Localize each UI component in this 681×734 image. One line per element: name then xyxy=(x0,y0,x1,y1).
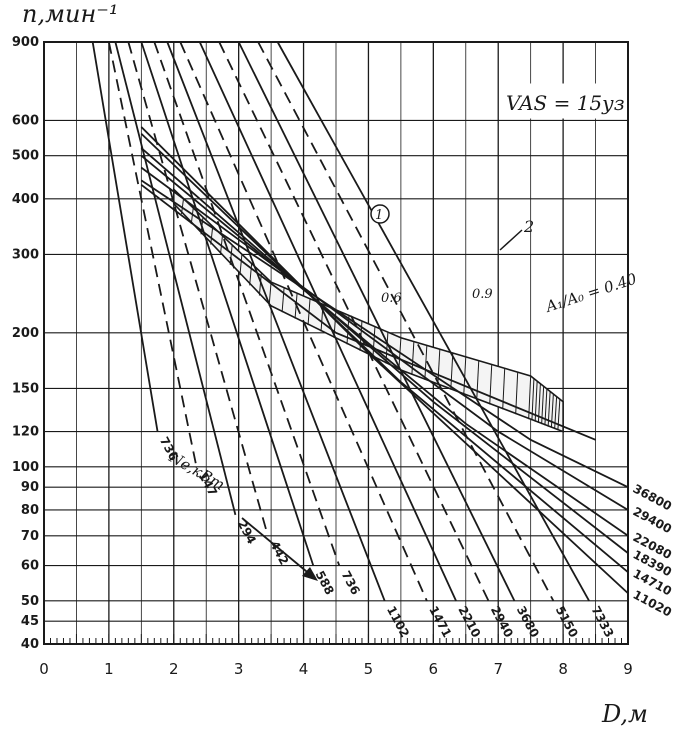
speed-annotation: VAS = 15уз xyxy=(506,91,625,115)
y-tick-label: 50 xyxy=(21,594,39,609)
marker-1: 1 xyxy=(375,208,383,223)
y-tick-label: 500 xyxy=(12,149,39,164)
y-tick-label: 60 xyxy=(21,559,39,574)
band-hatch xyxy=(372,326,376,358)
series-line-1102 xyxy=(166,41,386,602)
band-outline xyxy=(172,187,564,433)
y-tick-label: 80 xyxy=(21,503,39,518)
y-tick-label: 400 xyxy=(12,192,39,207)
band-hatch xyxy=(190,207,194,225)
reference-line-1 xyxy=(140,184,596,441)
y-tick-label: 150 xyxy=(12,381,39,396)
band-hatch xyxy=(281,287,285,313)
y-tick-label: 90 xyxy=(21,480,39,495)
series-line-11020 xyxy=(140,126,629,594)
series-line-18390 xyxy=(140,147,629,554)
band-hatch xyxy=(229,244,233,266)
x-tick-label: 9 xyxy=(623,660,633,678)
band-hatch xyxy=(450,352,454,390)
band-hatch xyxy=(268,282,272,306)
series-line-22080 xyxy=(140,154,629,537)
series-line-147 xyxy=(108,41,198,468)
band-hatch xyxy=(249,263,253,286)
x-tick-label: 2 xyxy=(169,660,179,678)
y-tick-label: 70 xyxy=(21,529,39,544)
x-tick-label: 0 xyxy=(39,660,49,678)
x-tick-label: 7 xyxy=(493,660,503,678)
marker-1-circle xyxy=(370,204,390,224)
x-tick-label: 4 xyxy=(299,660,309,678)
series-line-2210 xyxy=(198,41,457,602)
series-line-7333 xyxy=(276,41,590,602)
band-hatch xyxy=(476,360,480,400)
y-tick-label: 200 xyxy=(12,326,39,341)
band-hatch xyxy=(411,341,415,375)
band-hatch xyxy=(210,226,214,245)
band-hatch xyxy=(398,337,402,371)
band-hatch xyxy=(333,309,337,338)
band-hatch xyxy=(424,345,428,380)
series-lines xyxy=(91,41,629,602)
grid xyxy=(43,41,629,645)
y-tick-label: 45 xyxy=(21,614,39,629)
y-tick-label: 120 xyxy=(12,425,39,440)
band-label-leader xyxy=(499,229,523,251)
band-hatch xyxy=(489,364,493,405)
x-tick-label: 8 xyxy=(558,660,568,678)
x-tick-label: 1 xyxy=(104,660,114,678)
series-line-3680 xyxy=(237,41,516,602)
x-tick-label: 6 xyxy=(429,660,439,678)
band-hatch xyxy=(181,198,185,214)
y-tick-label: 900 xyxy=(12,35,39,50)
ratio-annotation: A₁/A₀ = 0.40 xyxy=(542,269,640,316)
y-tick-label: 40 xyxy=(21,637,39,652)
series-line-588 xyxy=(140,41,315,566)
series-line-294 xyxy=(114,41,237,516)
y-axis-title: n,мин⁻¹ xyxy=(22,0,119,28)
y-tick-label: 100 xyxy=(12,460,39,475)
band-hatch xyxy=(463,356,467,395)
series-line-14710 xyxy=(140,133,629,573)
series-line-736 xyxy=(91,41,159,432)
band-label-2: 2 xyxy=(523,217,534,236)
coef-b: 0.9 xyxy=(472,287,493,302)
series-line-736 xyxy=(153,41,341,566)
series-label-588: 588 xyxy=(313,568,337,597)
x-tick-labels: 0 1 2 3 4 5 6 7 8 9 xyxy=(39,660,633,678)
x-axis-title: D,м xyxy=(601,700,648,728)
series-label-736: 736 xyxy=(339,568,363,597)
y-tick-labels: 900 600 500 400 300 200 150 120 100 90 80 70 60 50 45 4… xyxy=(12,35,39,652)
direction-arrow xyxy=(241,517,318,581)
x-tick-label: 3 xyxy=(234,660,244,678)
series-line-5150 xyxy=(257,41,555,602)
series-line-1471 xyxy=(179,41,428,602)
y-tick-label: 600 xyxy=(12,113,39,128)
coef-a: 0.6 xyxy=(381,291,402,306)
band-hatch xyxy=(239,254,243,276)
series-line-442 xyxy=(127,41,269,537)
x-tick-label: 5 xyxy=(364,660,374,678)
series-line-29400 xyxy=(140,166,629,511)
y-tick-label: 300 xyxy=(12,247,39,262)
speed-box xyxy=(499,83,619,119)
series-line-36800 xyxy=(140,179,629,489)
